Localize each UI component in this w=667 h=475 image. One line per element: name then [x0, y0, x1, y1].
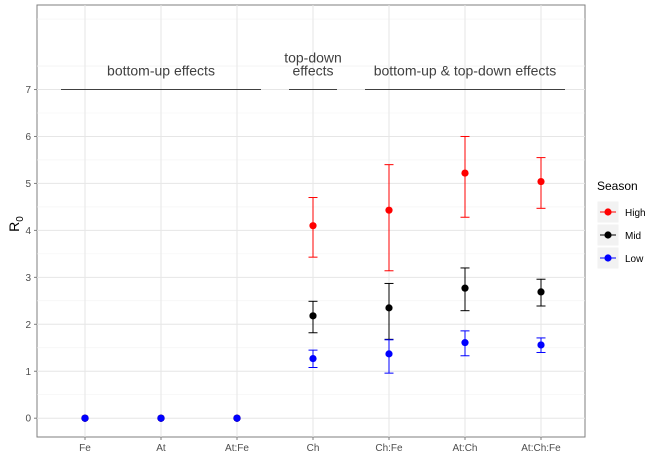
annotation-label: bottom-up effects [107, 63, 215, 79]
legend-key-high [596, 200, 620, 224]
series-mid [81, 267, 546, 422]
annotation-label: bottom-up & top-down effects [374, 63, 557, 79]
y-tick-label: 6 [25, 132, 31, 143]
legend-key-point [604, 254, 612, 262]
y-axis-title: R0 [6, 216, 26, 232]
data-point [309, 354, 317, 363]
plot-panel [36, 4, 586, 438]
y-tick-label: 2 [25, 320, 31, 331]
x-axis: Fe At At:Fe Ch Ch:Fe At:Ch At:Ch:Fe [79, 437, 561, 454]
y-axis-title-base: R [6, 222, 22, 232]
legend-label: Mid [625, 231, 641, 242]
annotation-label: top-down [284, 50, 342, 66]
y-tick-label: 5 [25, 179, 31, 190]
y-tick-label: 1 [25, 367, 31, 378]
data-point [233, 414, 241, 422]
legend-label: High [625, 208, 646, 219]
legend-key-point [604, 231, 612, 239]
data-point [461, 169, 469, 177]
x-tick-label: At:Fe [225, 443, 249, 454]
x-tick-label: Ch:Fe [375, 443, 403, 454]
legend-title: Season [597, 179, 638, 193]
data-point [309, 312, 317, 320]
plot-background [36, 4, 586, 438]
data-point [81, 414, 89, 422]
data-point [461, 339, 469, 347]
y-tick-label: 7 [25, 85, 31, 96]
y-tick-label: 4 [25, 226, 31, 237]
data-point [537, 288, 545, 296]
legend-key-low [596, 246, 620, 270]
data-point [385, 206, 393, 214]
series-high [81, 135, 546, 422]
x-tick-label: At [156, 443, 166, 454]
legend-key-mid [596, 223, 620, 247]
x-tick-label: Ch [307, 443, 320, 454]
legend: Season High Mid Low [596, 179, 646, 270]
y-axis: 0 1 2 3 4 5 6 7 [25, 85, 37, 425]
data-marks [81, 135, 546, 422]
x-tick-label: Fe [79, 443, 91, 454]
y-tick-label: 0 [25, 414, 31, 425]
series-low [81, 330, 546, 422]
data-point [537, 341, 545, 349]
data-point [385, 350, 393, 358]
data-point [385, 304, 393, 312]
data-point [157, 414, 165, 422]
annotation-label: effects [293, 63, 334, 79]
y-tick-label: 3 [25, 273, 31, 284]
x-tick-label: At:Ch:Fe [521, 443, 561, 454]
y-axis-title-subscript: 0 [15, 216, 26, 222]
legend-label: Low [625, 254, 644, 265]
data-point [461, 284, 469, 292]
x-tick-label: At:Ch [452, 443, 477, 454]
legend-key-point [604, 208, 612, 216]
data-point [537, 177, 545, 186]
data-point [309, 222, 317, 230]
